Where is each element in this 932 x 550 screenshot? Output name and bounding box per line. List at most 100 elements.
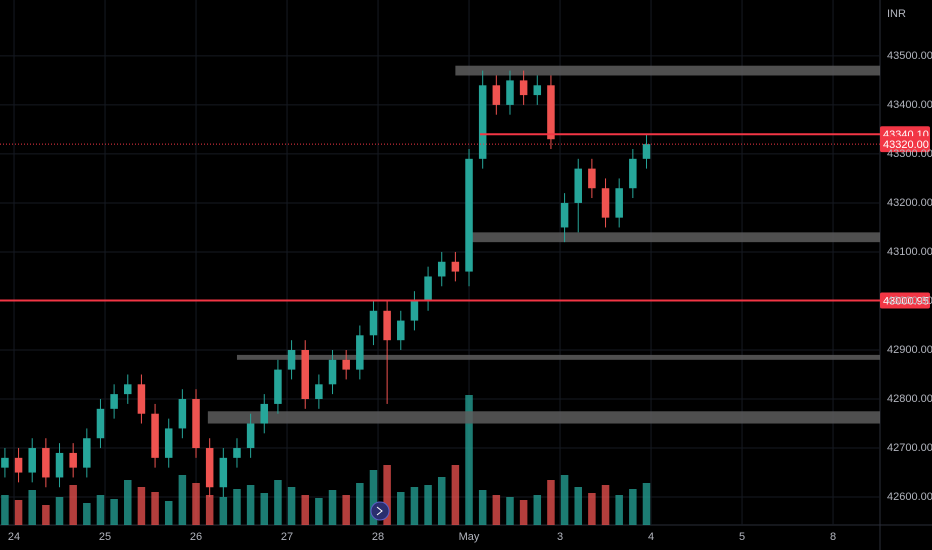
volume-bar xyxy=(42,505,50,525)
volume-bar xyxy=(560,475,569,525)
volume-bar xyxy=(260,493,269,525)
price-tag xyxy=(880,136,930,153)
x-tick-label: 28 xyxy=(372,531,384,543)
candle-body xyxy=(383,310,391,341)
y-tick-label: 42600.00 xyxy=(887,491,932,503)
volume-bar xyxy=(301,495,309,525)
candle-body xyxy=(246,423,255,449)
volume-bar xyxy=(274,480,282,525)
x-tick-label: 5 xyxy=(739,531,745,543)
candle-body xyxy=(642,144,651,159)
volume-bar xyxy=(192,483,200,525)
volume-bar xyxy=(642,483,651,525)
candle-body xyxy=(42,448,50,478)
candle-body xyxy=(205,448,214,488)
candle-body xyxy=(14,457,23,473)
volume-bar xyxy=(14,500,23,525)
candle-body xyxy=(151,413,159,458)
candle-body xyxy=(260,403,269,424)
y-tick-label: 42900.00 xyxy=(887,344,932,356)
candle-body xyxy=(28,448,36,473)
currency-label: INR xyxy=(887,8,906,20)
volume-bar xyxy=(69,485,77,525)
volume-bar xyxy=(519,500,528,525)
candle-body xyxy=(588,168,596,189)
volume-bar xyxy=(315,498,323,525)
zone xyxy=(455,65,880,76)
replay-icon[interactable] xyxy=(370,501,390,521)
candle-body xyxy=(629,158,637,189)
candle-body xyxy=(328,359,337,385)
x-tick-label: 4 xyxy=(648,531,654,543)
volume-bar xyxy=(492,495,501,525)
volume-bar xyxy=(601,485,610,525)
volume-bar xyxy=(437,477,446,525)
candle-body xyxy=(55,452,64,478)
candle-body xyxy=(465,158,473,272)
candle-body xyxy=(287,350,296,370)
volume-bar xyxy=(533,495,542,525)
candle-body xyxy=(547,85,555,140)
y-tick-label: 42800.00 xyxy=(887,393,932,405)
volume-bar xyxy=(219,497,228,525)
candle-body xyxy=(164,428,173,458)
candle-body xyxy=(233,448,241,458)
candle-body xyxy=(369,310,378,336)
volume-bar xyxy=(369,470,378,525)
candle-body xyxy=(192,399,200,449)
volume-bar xyxy=(96,495,105,525)
volume-bar xyxy=(547,480,555,525)
candle-body xyxy=(301,350,309,400)
zone xyxy=(467,232,880,243)
candle-body xyxy=(274,369,282,404)
candle-body xyxy=(83,438,91,468)
volume-bar xyxy=(465,395,473,525)
x-tick-label: 25 xyxy=(99,531,111,543)
x-tick-label: May xyxy=(459,531,480,543)
volume-bar xyxy=(506,497,514,525)
y-tick-label: 43000.00 xyxy=(887,295,932,307)
candle-body xyxy=(451,261,460,272)
volume-bar xyxy=(151,492,159,525)
candle-body xyxy=(219,457,228,488)
candle-body xyxy=(178,399,187,429)
x-tick-label: 3 xyxy=(557,531,563,543)
x-tick-label: 24 xyxy=(8,531,20,543)
volume-bar xyxy=(287,487,296,525)
volume-bar xyxy=(383,465,391,525)
x-tick-label: 27 xyxy=(281,531,293,543)
volume-bar xyxy=(629,489,637,525)
candle-body xyxy=(437,261,446,277)
volume-bar xyxy=(574,487,582,525)
volume-bar xyxy=(451,465,460,525)
y-tick-label: 42700.00 xyxy=(887,442,932,454)
candle-body xyxy=(356,335,364,370)
y-tick-label: 43100.00 xyxy=(887,246,932,258)
candle-body xyxy=(342,359,350,370)
volume-bar xyxy=(615,495,623,525)
volume-bar xyxy=(233,489,241,525)
price-tag-label: 43320.00 xyxy=(883,139,929,151)
zone xyxy=(236,354,881,360)
volume-bar xyxy=(342,495,350,525)
volume-bar xyxy=(55,497,64,525)
volume-bar xyxy=(424,485,432,525)
volume-bar xyxy=(110,499,118,525)
candle-body xyxy=(124,384,132,395)
price-tag xyxy=(880,292,930,309)
y-tick-label: 43500.00 xyxy=(887,50,932,62)
volume-bar xyxy=(83,503,91,525)
candle-body xyxy=(560,202,569,228)
candle-body xyxy=(424,276,432,301)
candle-body xyxy=(410,300,419,321)
volume-bar xyxy=(137,487,146,525)
candle-body xyxy=(506,80,514,105)
volume-bar xyxy=(124,480,132,525)
candle-body xyxy=(397,320,405,341)
candle-body xyxy=(478,85,487,159)
candle-body xyxy=(519,80,528,96)
candle-body xyxy=(615,188,623,218)
candle-body xyxy=(137,384,146,414)
